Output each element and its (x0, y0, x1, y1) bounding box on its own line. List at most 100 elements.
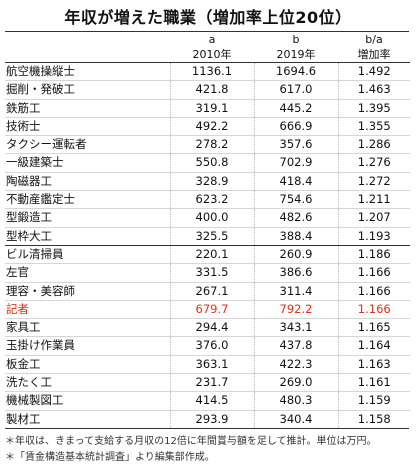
occupation-cell: 機械製図工 (5, 391, 170, 411)
table-row: タクシー運転者 278.2 357.6 1.286 (5, 135, 410, 155)
value-2010-cell: 278.2 (169, 135, 254, 155)
value-2010-cell: 679.7 (169, 300, 254, 320)
value-2019-cell: 437.8 (253, 336, 338, 356)
occupation-cell: 技術士 (5, 117, 170, 137)
ratio-cell: 1.166 (337, 282, 410, 301)
occupation-cell: 家具工 (5, 318, 170, 338)
header-col-b-letter: b (292, 33, 300, 46)
ratio-cell: 1.186 (337, 245, 410, 265)
table-row: 洗たく工 231.7 269.0 1.161 (5, 373, 410, 393)
value-2010-cell: 331.5 (169, 263, 254, 283)
table-row: 左官 331.5 386.6 1.166 (5, 263, 410, 283)
ratio-cell: 1.395 (337, 99, 410, 118)
value-2010-cell: 363.1 (169, 355, 254, 375)
value-2010-cell: 376.0 (169, 336, 254, 356)
table-row: ビル清掃員 220.1 260.9 1.186 (5, 245, 410, 265)
value-2010-cell: 550.8 (169, 153, 254, 173)
occupation-cell: 陶磁器工 (5, 172, 170, 192)
occupation-cell: 掘削・発破工 (5, 80, 170, 100)
value-2010-cell: 319.1 (169, 99, 254, 118)
value-2010-cell: 421.8 (169, 80, 254, 100)
value-2019-cell: 343.1 (253, 318, 338, 338)
value-2019-cell: 388.4 (253, 227, 338, 246)
table-row: 航空機操縦士 1136.1 1694.6 1.492 (5, 62, 410, 82)
ratio-cell: 1.463 (337, 80, 410, 100)
occupation-cell: 洗たく工 (5, 373, 170, 393)
value-2010-cell: 328.9 (169, 172, 254, 192)
ratio-cell: 1.166 (337, 263, 410, 283)
value-2019-cell: 1694.6 (253, 62, 338, 82)
value-2019-cell: 260.9 (253, 245, 338, 265)
value-2010-cell: 294.4 (169, 318, 254, 338)
ratio-cell: 1.276 (337, 153, 410, 173)
table-row: 板金工 363.1 422.3 1.163 (5, 355, 410, 375)
value-2019-cell: 666.9 (253, 117, 338, 137)
ratio-cell: 1.286 (337, 135, 410, 155)
header-row-labels: 2010年 2019年 増加率 (5, 47, 410, 63)
value-2019-cell: 482.6 (253, 208, 338, 228)
ratio-cell: 1.355 (337, 117, 410, 137)
header-col-r-letter: b/a (365, 33, 383, 46)
header-row-letters: a b b/a (5, 32, 410, 47)
ratio-cell: 1.193 (337, 227, 410, 246)
value-2019-cell: 340.4 (253, 410, 338, 428)
footnotes: ＊年収は、きまって支給する月収の12倍に年間賞与額を足して推計。単位は万円。 ＊… (5, 434, 409, 466)
table-row: 機械製図工 414.5 480.3 1.159 (5, 391, 410, 411)
value-2019-cell: 311.4 (253, 282, 338, 301)
value-2010-cell: 231.7 (169, 373, 254, 393)
value-2010-cell: 623.2 (169, 190, 254, 210)
value-2010-cell: 220.1 (169, 245, 254, 265)
data-table-container: a b b/a 2010年 2019年 増加率 航空機操縦士 1136.1 1694… (5, 31, 410, 429)
table-row: 陶磁器工 328.9 418.4 1.272 (5, 172, 410, 192)
occupation-cell: 一級建築士 (5, 153, 170, 173)
page-title: 年収が増えた職業（増加率上位20位） (64, 8, 352, 27)
table-row: 不動産鑑定士 623.2 754.6 1.211 (5, 190, 410, 210)
header-blank (5, 32, 170, 47)
value-2010-cell: 267.1 (169, 282, 254, 301)
occupation-cell: 玉掛け作業員 (5, 336, 170, 356)
occupation-cell: タクシー運転者 (5, 135, 170, 155)
table-row: 鉄筋工 319.1 445.2 1.395 (5, 99, 410, 118)
table-row: 掘削・発破工 421.8 617.0 1.463 (5, 80, 410, 100)
table-row: 理容・美容師 267.1 311.4 1.166 (5, 282, 410, 301)
ratio-cell: 1.164 (337, 336, 410, 356)
header-col-b-year: 2019年 (254, 47, 338, 63)
value-2019-cell: 754.6 (253, 190, 338, 210)
ratio-cell: 1.272 (337, 172, 410, 192)
value-2019-cell: 792.2 (253, 300, 338, 320)
ratio-cell: 1.158 (337, 410, 410, 428)
occupation-cell: 理容・美容師 (5, 282, 170, 301)
occupation-cell: 板金工 (5, 355, 170, 375)
ratio-cell: 1.211 (337, 190, 410, 210)
footnote-1: ＊年収は、きまって支給する月収の12倍に年間賞与額を足して推計。単位は万円。 (5, 436, 377, 447)
occupation-cell: 鉄筋工 (5, 99, 170, 118)
data-table: a b b/a 2010年 2019年 増加率 航空機操縦士 1136.1 1694… (5, 32, 410, 428)
ratio-cell: 1.207 (337, 208, 410, 228)
value-2019-cell: 357.6 (253, 135, 338, 155)
value-2019-cell: 617.0 (253, 80, 338, 100)
ratio-cell: 1.166 (337, 300, 410, 320)
header-col-a-letter: a (208, 33, 216, 46)
header-col-a-year: 2010年 (170, 47, 254, 63)
value-2010-cell: 325.5 (169, 227, 254, 246)
value-2019-cell: 418.4 (253, 172, 338, 192)
table-row: 記者 679.7 792.2 1.166 (5, 300, 410, 320)
header-blank-2 (5, 47, 170, 63)
value-2019-cell: 480.3 (253, 391, 338, 411)
value-2010-cell: 293.9 (169, 410, 254, 428)
occupation-cell: ビル清掃員 (5, 245, 170, 265)
occupation-cell: 航空機操縦士 (5, 62, 170, 82)
ratio-cell: 1.165 (337, 318, 410, 338)
occupation-cell: 記者 (5, 300, 170, 320)
occupation-cell: 製材工 (6, 411, 41, 426)
footnote-2: ＊「賃金構造基本統計調査」より編集部作成。 (5, 452, 215, 463)
table-row: 型枠大工 325.5 388.4 1.193 (5, 227, 410, 246)
occupation-cell: 型鍛造工 (5, 208, 170, 228)
occupation-cell: 型枠大工 (5, 227, 170, 246)
value-2019-cell: 269.0 (253, 373, 338, 393)
occupation-cell: 不動産鑑定士 (5, 190, 170, 210)
table-row: 一級建築士 550.8 702.9 1.276 (5, 153, 410, 173)
table-body: 航空機操縦士 1136.1 1694.6 1.492 掘削・発破工 421.8 617.0 1… (5, 62, 410, 428)
value-2019-cell: 422.3 (253, 355, 338, 375)
header-col-r-label: 増加率 (338, 47, 410, 63)
